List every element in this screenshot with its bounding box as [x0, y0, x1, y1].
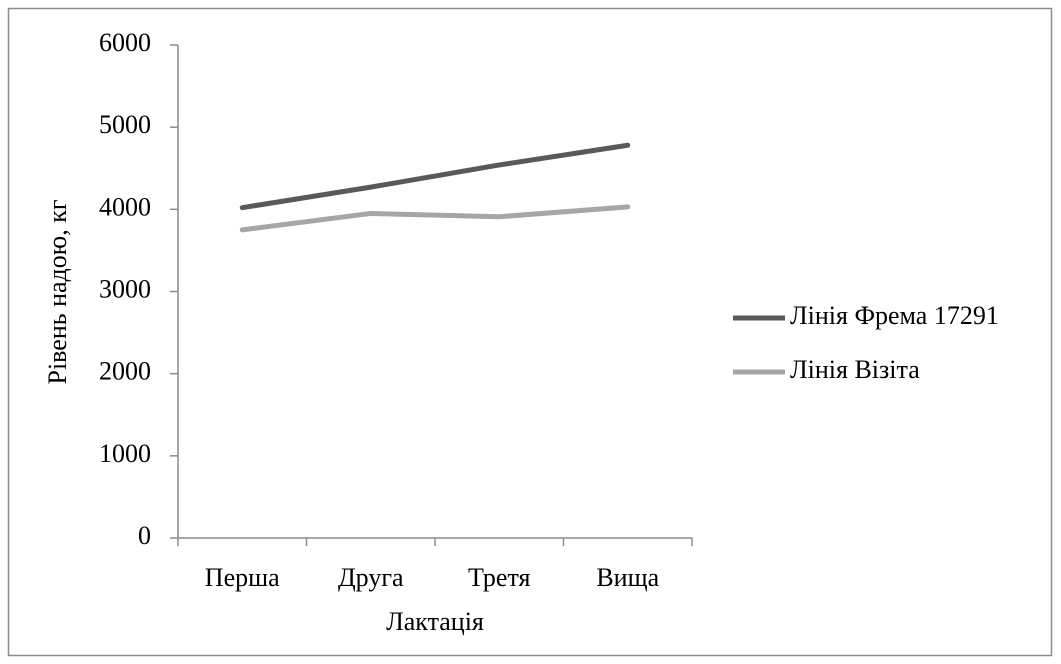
chart-frame — [7, 7, 1053, 657]
y-tick-label: 2000 — [99, 357, 151, 386]
y-tick-label: 3000 — [99, 274, 151, 303]
legend-label: Лінія Візіта — [790, 355, 920, 384]
y-tick-label: 5000 — [99, 110, 151, 139]
legend-label: Лінія Фрема 17291 — [790, 301, 999, 330]
x-axis-title: Лактація — [386, 607, 484, 636]
y-axis-title: Рівень надою, кг — [43, 199, 72, 384]
y-tick-label: 0 — [138, 521, 151, 550]
x-tick-label: Третя — [468, 563, 530, 592]
x-tick-label: Перша — [205, 563, 280, 592]
y-tick-label: 1000 — [99, 439, 151, 468]
series-line — [239, 142, 631, 211]
x-tick-label: Друга — [338, 563, 404, 592]
series-line — [239, 204, 631, 233]
y-tick-label: 6000 — [99, 28, 151, 57]
y-tick-label: 4000 — [99, 192, 151, 221]
x-tick-label: Вища — [596, 563, 659, 592]
